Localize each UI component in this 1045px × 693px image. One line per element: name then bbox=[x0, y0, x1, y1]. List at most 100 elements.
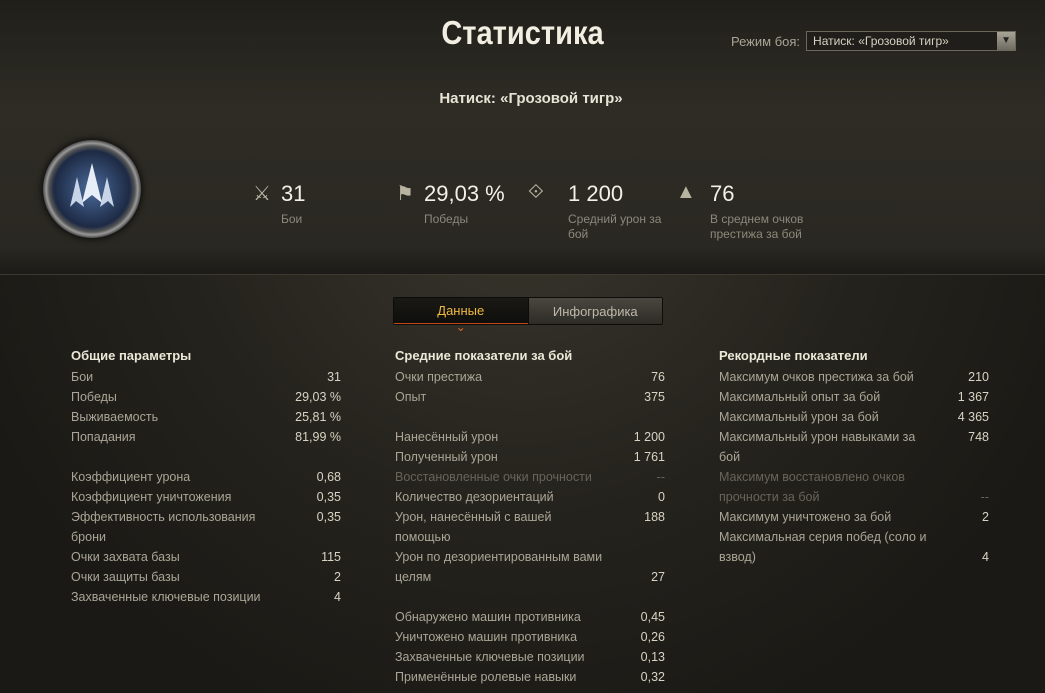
stat-value: 1 761 bbox=[633, 450, 665, 464]
column-title: Средние показатели за бой bbox=[395, 348, 573, 363]
stat-row: Нанесённый урон 1 200 bbox=[395, 427, 665, 447]
stat-value: 748 bbox=[968, 430, 989, 444]
stats-column: Средние показатели за бой Очки престижа 76… bbox=[395, 346, 665, 687]
battle-mode-dropdown[interactable]: Натиск: «Грозовой тигр» ▼ bbox=[806, 31, 1017, 51]
stat-value: 4 365 bbox=[957, 410, 989, 424]
stat-label: Максимум восстановлено очков прочности з… bbox=[719, 470, 905, 504]
stat-value: 188 bbox=[644, 510, 665, 524]
stats-column: Общие параметры Бои 31 Победы 29,03 % Выживае… bbox=[71, 346, 341, 607]
stat-row: Очки престижа 76 bbox=[395, 367, 665, 387]
stat-label: Выживаемость bbox=[71, 410, 159, 424]
stat-value: 0 bbox=[658, 490, 665, 504]
stat-label: Бои bbox=[71, 370, 94, 384]
stat-value: 27 bbox=[651, 570, 665, 584]
battle-mode-label: Режим боя: bbox=[731, 33, 801, 49]
stat-value: 4 bbox=[334, 590, 341, 604]
stat-row: Коэффициент уничтожения 0,35 bbox=[71, 487, 341, 507]
stat-label: Полученный урон bbox=[395, 450, 498, 464]
stat-value: -- bbox=[980, 490, 989, 504]
stat-row: Количество дезориентаций 0 bbox=[395, 487, 665, 507]
stat-value: 76 bbox=[651, 370, 665, 384]
stat-label: Максимальный урон навыками за бой bbox=[719, 430, 916, 464]
stat-row: Максимальный урон навыками за бой 748 bbox=[719, 427, 989, 467]
stat-value: 1 200 bbox=[633, 430, 665, 444]
stat-label: Захваченные ключевые позиции bbox=[395, 650, 585, 664]
stat-row: Максимум восстановлено очков прочности з… bbox=[719, 467, 989, 507]
column-title: Рекордные показатели bbox=[719, 348, 868, 363]
stat-label: Захваченные ключевые позиции bbox=[71, 590, 261, 604]
stat-label: Максимальный урон за бой bbox=[719, 410, 879, 424]
stat-row: Максимальный опыт за бой 1 367 bbox=[719, 387, 989, 407]
stat-value: 25,81 % bbox=[295, 410, 341, 424]
stat-label: Коэффициент уничтожения bbox=[71, 490, 232, 504]
stat-row: Захваченные ключевые позиции 0,13 bbox=[395, 647, 665, 667]
view-tabs: Данные Инфографика bbox=[393, 297, 663, 334]
stat-row: Урон по дезориентированным вами целям 27 bbox=[395, 547, 665, 587]
stat-value: 115 bbox=[321, 550, 341, 564]
stat-label: Максимальная серия побед (соло и взвод) bbox=[719, 530, 927, 564]
stat-label: Очки захвата базы bbox=[71, 550, 180, 564]
stat-row: Опыт 375 bbox=[395, 387, 665, 407]
stat-value: 0,26 bbox=[640, 630, 665, 644]
tab-infographics[interactable]: Инфографика bbox=[527, 298, 662, 324]
stat-row: Максимум уничтожено за бой 2 bbox=[719, 507, 989, 527]
stat-row: Максимальный урон за бой 4 365 bbox=[719, 407, 989, 427]
battle-mode-selector: Режим боя: Натиск: «Грозовой тигр» ▼ bbox=[731, 31, 1017, 51]
stat-label: Максимальный опыт за бой bbox=[719, 390, 881, 404]
stat-value: 2 bbox=[982, 510, 989, 524]
stat-label: Нанесённый урон bbox=[395, 430, 499, 444]
stat-label: Опыт bbox=[395, 390, 427, 404]
stat-label: Очки престижа bbox=[395, 370, 483, 384]
stat-row: Бои 31 bbox=[71, 367, 341, 387]
emblem-arrows-icon bbox=[70, 163, 114, 207]
chevron-down-icon[interactable]: ▼ bbox=[997, 32, 1016, 50]
stat-value: 0,35 bbox=[316, 490, 341, 504]
column-title: Общие параметры bbox=[71, 348, 192, 363]
stat-row: Полученный урон 1 761 bbox=[395, 447, 665, 467]
summary-value: 31 bbox=[281, 181, 306, 206]
stat-label: Уничтожено машин противника bbox=[395, 630, 578, 644]
shell-damage-icon: ⟐ bbox=[528, 181, 544, 203]
stat-label: Эффективность использования брони bbox=[71, 510, 256, 544]
summary-label: Средний урон за бой bbox=[568, 212, 662, 241]
stat-value: 31 bbox=[327, 370, 341, 384]
tab-data[interactable]: Данные bbox=[394, 298, 528, 334]
stat-value: 29,03 % bbox=[295, 390, 341, 404]
stat-value: 0,32 bbox=[640, 670, 665, 684]
stat-label: Применённые ролевые навыки bbox=[395, 670, 577, 684]
stat-value: 2 bbox=[334, 570, 341, 584]
stat-value: 0,13 bbox=[640, 650, 665, 664]
stat-row: Урон, нанесённый с вашей помощью 188 bbox=[395, 507, 665, 547]
stat-label: Попадания bbox=[71, 430, 136, 444]
stat-value: -- bbox=[656, 470, 665, 484]
stat-row: Максимум очков престижа за бой 210 bbox=[719, 367, 989, 387]
battle-mode-value: Натиск: «Грозовой тигр» bbox=[813, 34, 949, 48]
page-title: Статистика bbox=[441, 14, 604, 51]
stat-label: Урон по дезориентированным вами целям bbox=[395, 550, 603, 584]
stat-row: Применённые ролевые навыки 0,32 bbox=[395, 667, 665, 687]
prestige-emblem bbox=[43, 140, 141, 238]
prestige-icon: ▲ bbox=[676, 181, 696, 203]
summary-label: В среднем очков престижа за бой bbox=[710, 212, 804, 241]
stats-column: Рекордные показатели Максимум очков прест… bbox=[719, 346, 989, 567]
stat-value: 210 bbox=[968, 370, 989, 384]
crossed-swords-icon: ⚔ bbox=[253, 183, 271, 205]
summary-value: 1 200 bbox=[568, 181, 624, 206]
stat-row: Победы 29,03 % bbox=[71, 387, 341, 407]
mode-subtitle: Натиск: «Грозовой тигр» bbox=[439, 90, 623, 107]
stat-label: Количество дезориентаций bbox=[395, 490, 554, 504]
stat-value: 4 bbox=[982, 550, 989, 564]
summary-label: Победы bbox=[424, 212, 469, 226]
stat-label: Победы bbox=[71, 390, 117, 404]
summary-value: 29,03 % bbox=[424, 181, 505, 206]
stat-row: Очки защиты базы 2 bbox=[71, 567, 341, 587]
stat-value: 81,99 % bbox=[295, 430, 341, 444]
summary-label: Бои bbox=[281, 212, 303, 226]
stat-value: 0,45 bbox=[640, 610, 665, 624]
summary-value: 76 bbox=[710, 181, 735, 206]
stat-label: Максимум очков престижа за бой bbox=[719, 370, 914, 384]
stat-label: Максимум уничтожено за бой bbox=[719, 510, 892, 524]
stat-row: Максимальная серия побед (соло и взвод) 4 bbox=[719, 527, 989, 567]
flag-icon: ⚑ bbox=[396, 183, 414, 205]
stat-row: Выживаемость 25,81 % bbox=[71, 407, 341, 427]
